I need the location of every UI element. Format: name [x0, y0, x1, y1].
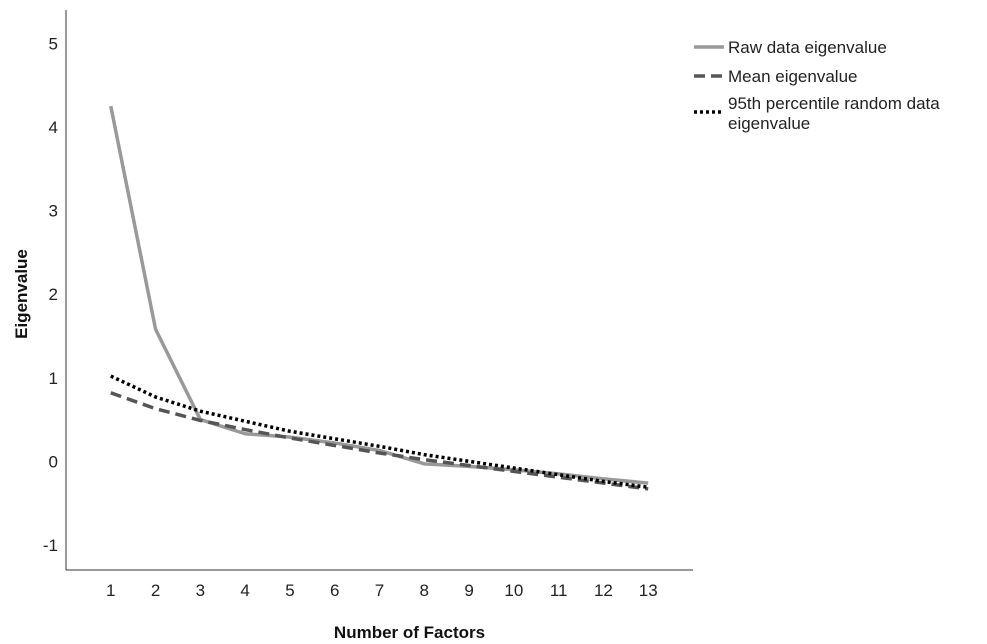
x-tick-label: 9 [464, 581, 473, 600]
legend-label-1: Raw data eigenvalue [728, 38, 887, 57]
y-axis-ticks: -1 0 1 2 3 4 5 [43, 34, 58, 554]
legend-label-2: Mean eigenvalue [728, 67, 857, 86]
y-tick-label: 3 [49, 202, 58, 221]
series-line-2 [110, 391, 649, 491]
x-tick-label: 4 [240, 581, 249, 600]
x-tick-label: 11 [550, 581, 568, 600]
x-tick-label: 8 [420, 581, 429, 600]
y-tick-label: 4 [49, 118, 58, 137]
y-tick-label: -1 [43, 536, 58, 555]
legend: Raw data eigenvalue Mean eigenvalue 95th p… [694, 38, 940, 133]
x-tick-label: 5 [285, 581, 294, 600]
y-tick-label: 5 [49, 34, 58, 53]
y-axis-title: Eigenvalue [12, 249, 31, 339]
x-tick-label: 12 [594, 581, 613, 600]
x-tick-label: 10 [504, 581, 523, 600]
legend-label-3: 95th percentile random data eigenvalue [728, 94, 940, 133]
axes [65, 10, 693, 571]
series-line-3 [110, 374, 649, 489]
series-line-1 [109, 105, 649, 485]
y-tick-label: 0 [49, 452, 58, 471]
x-axis-title: Number of Factors [334, 623, 485, 642]
x-tick-label: 6 [330, 581, 339, 600]
series-lines [109, 105, 649, 491]
x-tick-label: 1 [106, 581, 115, 600]
y-tick-label: 1 [49, 369, 58, 388]
x-tick-label: 7 [375, 581, 384, 600]
x-tick-label: 3 [196, 581, 205, 600]
x-tick-label: 13 [639, 581, 658, 600]
x-tick-label: 2 [151, 581, 160, 600]
x-axis-ticks: 1 2 3 4 5 6 7 8 9 10 11 12 13 [106, 581, 658, 600]
y-tick-label: 2 [49, 285, 58, 304]
